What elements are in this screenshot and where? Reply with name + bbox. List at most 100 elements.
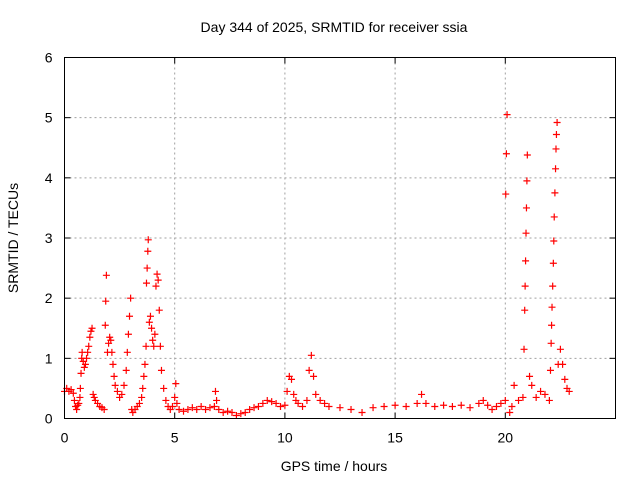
data-point — [358, 408, 366, 416]
data-point — [124, 330, 132, 338]
data-point — [561, 375, 569, 383]
data-point — [168, 402, 176, 410]
data-point — [219, 408, 227, 416]
data-point — [224, 407, 232, 415]
data-point — [526, 372, 534, 380]
data-point — [268, 398, 276, 406]
data-point — [515, 396, 523, 404]
data-point — [148, 324, 156, 332]
data-point — [100, 405, 108, 413]
data-point — [307, 351, 315, 359]
data-point — [241, 408, 249, 416]
data-point — [213, 396, 221, 404]
data-point — [160, 384, 168, 392]
data-point — [312, 390, 320, 398]
data-point — [552, 145, 560, 153]
data-point — [250, 404, 258, 412]
data-point — [206, 404, 214, 412]
data-point — [281, 401, 289, 409]
data-point — [418, 390, 426, 398]
data-point — [155, 306, 163, 314]
data-point — [157, 366, 165, 374]
data-point — [523, 177, 531, 185]
data-point — [142, 279, 150, 287]
data-point — [69, 389, 77, 397]
chart-title: Day 344 of 2025, SRMTID for receiver ssi… — [201, 19, 468, 35]
y-tick-label: 0 — [45, 411, 53, 427]
data-point — [84, 348, 92, 356]
data-point — [85, 342, 93, 350]
data-point — [108, 348, 116, 356]
data-point — [263, 396, 271, 404]
data-point — [402, 402, 410, 410]
data-point — [175, 405, 183, 413]
data-point — [369, 404, 377, 412]
data-point — [67, 386, 75, 394]
data-point — [502, 190, 510, 198]
data-point — [545, 396, 553, 404]
data-point — [73, 405, 81, 413]
data-point — [522, 229, 530, 237]
data-point — [522, 257, 530, 265]
data-point — [140, 372, 148, 380]
data-point — [548, 321, 556, 329]
data-point — [321, 399, 329, 407]
data-point — [210, 402, 218, 410]
data-point — [142, 342, 150, 350]
data-point — [457, 401, 465, 409]
data-point — [475, 399, 483, 407]
data-point — [259, 399, 267, 407]
data-point — [102, 297, 110, 305]
data-point — [86, 333, 94, 341]
data-point — [184, 405, 192, 413]
data-point — [272, 399, 280, 407]
data-point — [75, 399, 83, 407]
data-point — [488, 405, 496, 413]
y-tick-labels: 0 1 2 3 4 5 6 — [45, 50, 53, 427]
data-point — [139, 384, 147, 392]
y-axis-label: SRMTID / TECUs — [5, 183, 21, 293]
data-point — [202, 405, 210, 413]
data-point — [76, 393, 84, 401]
data-point — [521, 306, 529, 314]
data-point — [127, 294, 135, 302]
data-point — [288, 375, 296, 383]
data-point — [141, 360, 149, 368]
data-point — [479, 396, 487, 404]
data-point — [541, 390, 549, 398]
data-point — [497, 399, 505, 407]
data-point — [431, 402, 439, 410]
data-point — [149, 336, 157, 344]
data-point — [550, 237, 558, 245]
data-point — [162, 396, 170, 404]
data-point — [519, 393, 527, 401]
y-tick-label: 2 — [45, 290, 53, 306]
x-axis-label: GPS time / hours — [281, 458, 388, 474]
data-point — [145, 318, 153, 326]
data-point — [492, 402, 500, 410]
data-point — [520, 345, 528, 353]
data-point — [126, 312, 134, 320]
data-point — [144, 236, 152, 244]
data-point — [553, 118, 561, 126]
axis-ticks — [64, 57, 616, 419]
data-point — [549, 259, 557, 267]
data-point — [510, 381, 518, 389]
data-point — [440, 401, 448, 409]
data-point — [310, 372, 318, 380]
grid — [64, 57, 616, 419]
data-point — [506, 408, 514, 416]
data-point — [188, 404, 196, 412]
data-point — [138, 393, 146, 401]
y-tick-label: 3 — [45, 230, 53, 246]
data-point — [316, 396, 324, 404]
data-point — [305, 366, 313, 374]
data-point — [294, 399, 302, 407]
data-point — [215, 405, 223, 413]
data-point — [197, 402, 205, 410]
data-point — [521, 282, 529, 290]
data-point — [76, 384, 84, 392]
data-point — [537, 387, 545, 395]
data-point — [83, 354, 91, 362]
